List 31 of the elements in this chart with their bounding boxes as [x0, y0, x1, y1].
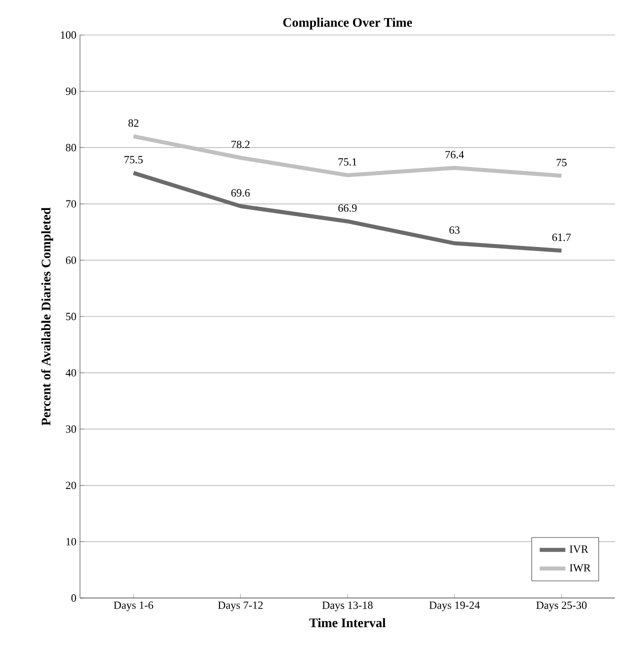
data-label: 75.5	[124, 156, 143, 164]
data-label: 75.1	[338, 158, 356, 166]
y-tick-label: 50	[66, 312, 76, 320]
x-tick-label: Days 7-12	[218, 602, 263, 612]
legend-label: IVR	[570, 546, 588, 553]
data-label: 75	[556, 158, 567, 166]
x-axis-title: Time Interval	[309, 618, 386, 628]
x-tick-label: Days 1-6	[114, 602, 154, 612]
y-tick-label: 30	[66, 425, 76, 433]
x-tick-label: Days 25-30	[536, 602, 587, 612]
legend-label: IWR	[570, 564, 591, 572]
x-tick-label: Days 19-24	[429, 602, 480, 612]
data-label: 61.7	[552, 234, 571, 242]
data-label: 82	[128, 119, 138, 127]
y-tick-label: 100	[60, 31, 76, 39]
y-tick-label: 10	[66, 538, 76, 546]
x-tick-label: Days 13-18	[322, 602, 373, 612]
y-tick-label: 40	[66, 369, 76, 377]
data-label: 78.2	[232, 140, 250, 148]
data-label: 66.9	[338, 204, 357, 212]
data-label: 76.4	[446, 150, 464, 158]
y-axis-title: Percent of Available Diaries Completed	[41, 207, 54, 426]
data-label: 63	[449, 226, 460, 234]
y-tick-label: 0	[71, 594, 76, 602]
y-tick-label: 20	[66, 482, 76, 490]
y-tick-label: 70	[66, 200, 76, 208]
y-tick-label: 90	[66, 88, 76, 96]
data-label: 69.6	[231, 189, 250, 197]
y-tick-label: 60	[66, 256, 76, 264]
y-tick-label: 80	[66, 144, 76, 152]
chart-title: Compliance Over Time	[283, 18, 412, 30]
